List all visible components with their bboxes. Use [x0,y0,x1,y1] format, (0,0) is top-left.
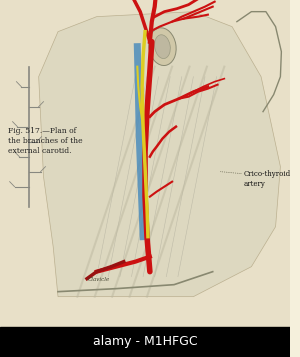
Ellipse shape [154,35,170,59]
Polygon shape [39,12,280,297]
Text: Crico-thyroid
artery: Crico-thyroid artery [244,170,291,187]
Bar [0,327,290,357]
Text: Clavicle: Clavicle [88,277,110,282]
Text: Fig. 517.—Plan of
the branches of the
external carotid.: Fig. 517.—Plan of the branches of the ex… [8,127,82,155]
Ellipse shape [149,28,176,66]
Text: alamy - M1HFGC: alamy - M1HFGC [93,335,197,348]
